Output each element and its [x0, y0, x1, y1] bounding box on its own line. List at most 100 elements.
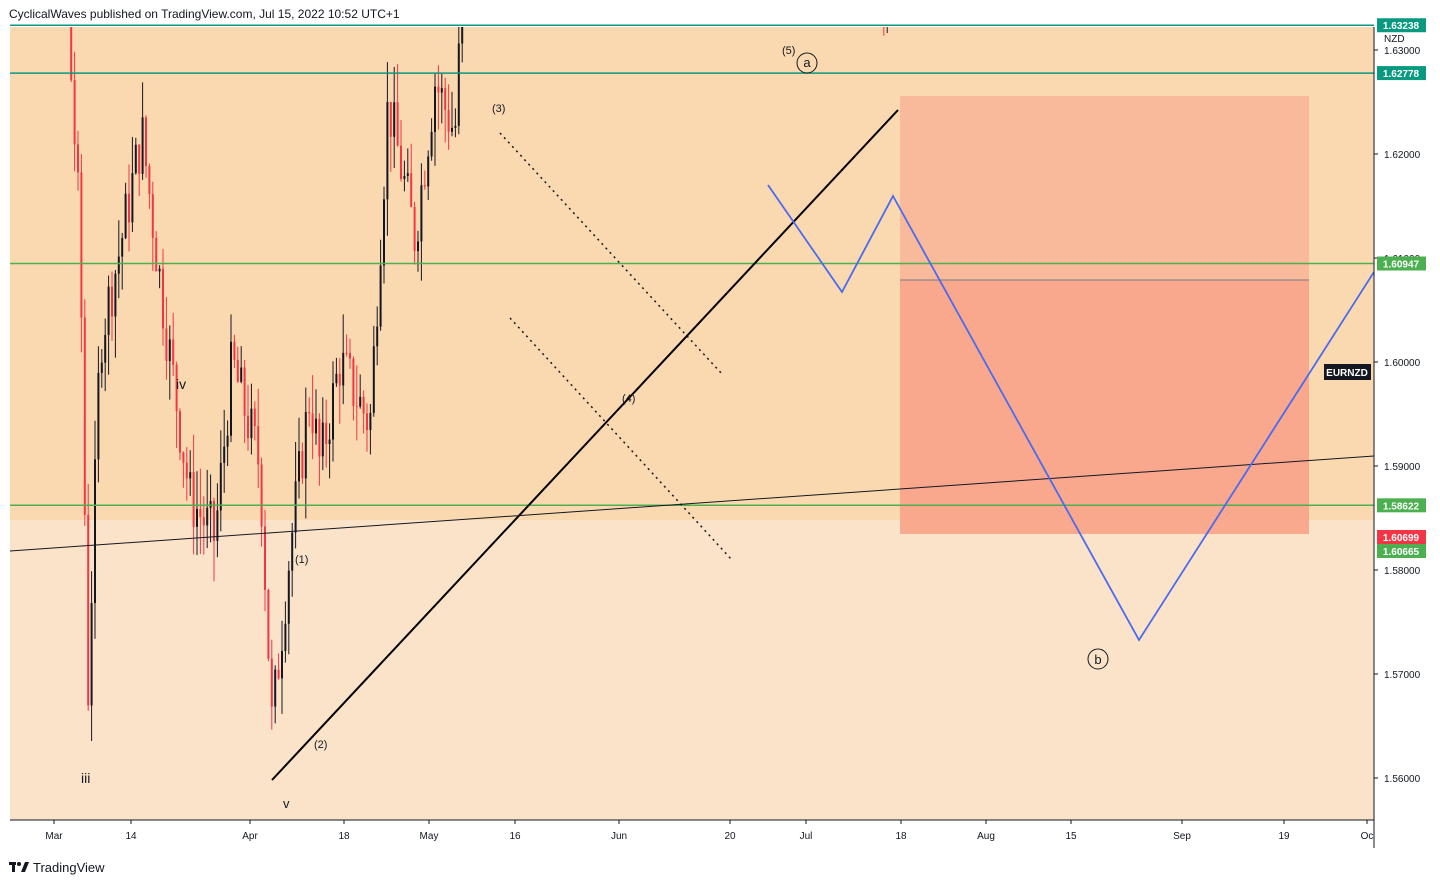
time-tick-label: Oc — [1361, 831, 1374, 842]
time-tick-label: Mar — [45, 831, 63, 842]
candle-body — [386, 102, 389, 200]
candle-body — [318, 418, 321, 457]
candle-body — [883, 0, 885, 13]
candle-body — [301, 451, 304, 479]
horizontal-levels — [10, 24, 1374, 507]
wave-label-v: v — [283, 796, 290, 811]
candle-body — [240, 367, 243, 382]
candle-body — [430, 131, 433, 157]
candle-body — [83, 317, 86, 515]
candle-body — [223, 446, 226, 463]
candle-body — [70, 27, 73, 81]
candle-body — [315, 418, 317, 434]
price-tick-label: 1.63000 — [1384, 46, 1421, 57]
candle-body — [233, 341, 236, 360]
price-label: 1.60699 — [1383, 533, 1420, 544]
candle-body — [423, 185, 426, 187]
wave-label-iii: iii — [81, 770, 90, 786]
candle-body — [406, 173, 409, 176]
target-zone-upper — [900, 96, 1309, 280]
candle-body — [345, 352, 348, 354]
chart-background-lower — [10, 520, 1374, 820]
candle-body — [111, 286, 113, 317]
candle-body — [403, 175, 406, 179]
candle-body — [80, 172, 83, 318]
candle-body — [134, 144, 137, 174]
candle-body — [393, 102, 396, 137]
candle-body — [257, 426, 260, 465]
candle-body — [413, 206, 416, 252]
candle-body — [362, 396, 365, 414]
candle-body — [128, 193, 130, 223]
candle-body — [226, 435, 229, 447]
price-label: 1.60947 — [1383, 260, 1420, 271]
candle-body — [90, 603, 93, 706]
candle-body — [281, 651, 283, 679]
candle-body — [138, 144, 141, 174]
candle-body — [355, 405, 358, 407]
time-tick-label: 16 — [509, 831, 521, 842]
candle-body — [270, 658, 273, 707]
price-label: 1.63238 — [1383, 21, 1420, 32]
candle-body — [199, 508, 202, 518]
candle-body — [185, 462, 188, 479]
candle-body — [247, 415, 249, 439]
candle-body — [440, 88, 443, 93]
candle-body — [328, 439, 331, 445]
time-tick-label: Aug — [977, 831, 995, 842]
candle-body — [342, 352, 345, 386]
footer-brand[interactable]: TradingView — [9, 858, 105, 876]
candle-body — [196, 508, 198, 527]
candle-body — [325, 422, 328, 445]
candle-body — [260, 464, 263, 527]
wave-label-4: (4) — [622, 393, 635, 405]
time-tick-label: Jul — [800, 831, 813, 842]
candle-body — [454, 125, 457, 128]
candle-body — [311, 413, 314, 434]
candle-body — [457, 43, 460, 126]
candle-body — [434, 86, 436, 132]
long-support-line[interactable] — [10, 455, 1374, 552]
candle-body — [304, 411, 307, 479]
candle-body — [437, 86, 440, 93]
price-tick-label: 1.60000 — [1384, 358, 1421, 369]
candle-body — [216, 510, 219, 541]
candle-body — [162, 268, 164, 329]
wave-label-a: a — [803, 55, 811, 70]
price-label: 1.62778 — [1383, 69, 1420, 80]
channel-lower-line[interactable] — [509, 317, 733, 561]
channel-upper-line[interactable] — [499, 132, 723, 375]
time-tick-label: 14 — [125, 831, 137, 842]
candle-body — [114, 273, 117, 317]
candle-body — [383, 199, 385, 266]
price-label: 1.58622 — [1383, 501, 1420, 512]
symbol-tag: EURNZD — [1326, 368, 1368, 379]
candle-body — [451, 127, 453, 132]
footer-brand-label: TradingView — [33, 859, 105, 875]
candle-body — [379, 265, 382, 327]
candle-body — [179, 411, 181, 453]
projection-path[interactable] — [767, 184, 1374, 642]
price-tick-label: 1.56000 — [1384, 774, 1421, 785]
candle-body — [145, 117, 147, 167]
candle-body — [104, 334, 107, 363]
candle-body — [287, 570, 290, 624]
candle-body — [165, 328, 168, 361]
price-label-bg — [1377, 498, 1426, 513]
currency-label: NZD — [1384, 34, 1405, 45]
price-tick-label: 1.59000 — [1384, 462, 1421, 473]
candle-body — [372, 346, 375, 413]
candle-body — [410, 173, 413, 207]
candle-body — [94, 459, 96, 604]
time-axis[interactable]: Mar 14 Apr 18 May 16 Jun 20 Jul 18 Aug 15 Sep 19 Oc — [45, 820, 1373, 842]
candle-body — [389, 102, 392, 137]
candle-body — [349, 353, 351, 359]
time-tick-label: 18 — [895, 831, 907, 842]
price-axis[interactable]: 1.700001.690001.680001.670001.660001.650… — [1374, 0, 1421, 785]
candle-body — [202, 517, 205, 526]
candle-body — [209, 500, 212, 508]
candle-body — [206, 507, 209, 526]
candle-body — [230, 341, 232, 436]
candle-body — [335, 373, 338, 384]
